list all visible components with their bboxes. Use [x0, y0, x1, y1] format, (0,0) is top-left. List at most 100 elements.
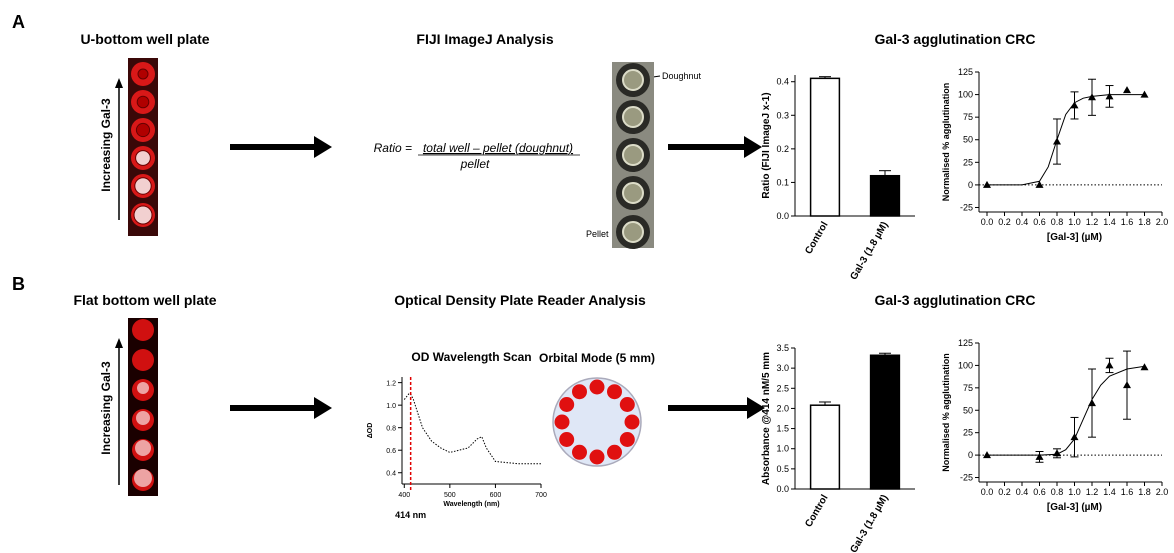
y-axis-label: Normalised % agglutination — [941, 353, 951, 472]
x-tick-label: 700 — [535, 492, 547, 499]
y-tick-label: 0.5 — [776, 464, 789, 474]
y-tick-label: 50 — [963, 405, 973, 415]
x-tick-label: 1.2 — [1086, 217, 1099, 227]
data-point — [1088, 93, 1096, 101]
y-tick-label: 0.8 — [386, 426, 396, 433]
y-tick-label: 1.2 — [386, 381, 396, 388]
y-tick-label: 0.4 — [386, 471, 396, 478]
x-tick-label: 0.4 — [1016, 487, 1029, 497]
x-tick-label: 1.8 — [1138, 217, 1151, 227]
bar — [809, 77, 841, 217]
formula-lhs: Ratio = — [374, 141, 412, 155]
plate-title: U-bottom well plate — [80, 31, 209, 47]
data-point — [1053, 449, 1061, 457]
x-axis-label: Wavelength (nm) — [443, 501, 499, 508]
x-tick-label: 0.0 — [981, 487, 994, 497]
x-tick-label: 1.2 — [1086, 487, 1099, 497]
well-pale — [137, 382, 149, 394]
y-tick-label: 0.2 — [776, 144, 789, 154]
flow-arrow-head — [314, 136, 332, 158]
category-label: Gal-3 (1.8 µM) — [848, 220, 890, 282]
orbital-spot — [559, 432, 575, 447]
x-tick-label: 1.6 — [1121, 217, 1134, 227]
y-tick-label: 75 — [963, 112, 973, 122]
well-ring — [622, 144, 644, 166]
data-point — [1105, 361, 1114, 369]
well-ring — [622, 221, 644, 243]
well-pellet — [133, 205, 153, 225]
y-tick-label: 1.0 — [386, 403, 396, 410]
x-tick-label: 400 — [398, 492, 410, 499]
flow-arrow-head — [747, 397, 765, 419]
orbital-spot — [607, 444, 622, 460]
data-point — [1140, 363, 1149, 371]
y-tick-label: 1.0 — [776, 444, 789, 454]
orbital-spot — [619, 432, 635, 447]
x-tick-label: 1.6 — [1121, 487, 1134, 497]
well — [132, 319, 154, 341]
x-tick-label: 0.8 — [1051, 487, 1064, 497]
y-tick-label: 0.1 — [776, 177, 789, 187]
data-point — [1053, 137, 1061, 145]
data-point — [983, 180, 991, 188]
y-tick-label: 0.0 — [776, 211, 789, 221]
well-pellet — [136, 95, 150, 109]
well-pale — [134, 469, 152, 487]
x-tick-label: 0.0 — [981, 217, 994, 227]
marker-label: 414 nm — [395, 510, 426, 520]
orbital-well — [552, 377, 642, 467]
callout: Doughnut — [662, 71, 702, 81]
x-tick-label: 0.6 — [1033, 487, 1046, 497]
y-axis-label: Absorbance @414 nM/5 mm — [761, 352, 772, 485]
fit-curve — [987, 94, 1145, 186]
x-tick-label: 0.2 — [998, 217, 1011, 227]
y-tick-label: 3.0 — [776, 363, 789, 373]
y-tick-label: 100 — [958, 90, 973, 100]
y-axis-label: ΔOD — [367, 423, 374, 439]
well-pellet — [135, 122, 151, 138]
y-tick-label: 50 — [963, 135, 973, 145]
bar — [809, 404, 841, 490]
category-label: Control — [803, 220, 830, 256]
bar — [869, 174, 901, 217]
well-pale — [135, 440, 151, 456]
formula-numerator: total well – pellet (doughnut) — [423, 141, 573, 155]
data-point — [1140, 90, 1149, 98]
x-tick-label: 0.6 — [1033, 217, 1046, 227]
panel-label: B — [12, 274, 25, 294]
category-label: Control — [803, 493, 830, 529]
x-axis-label: [Gal-3] (µM) — [1047, 232, 1102, 243]
x-tick-label: 1.8 — [1138, 487, 1151, 497]
well-pellet — [134, 177, 152, 195]
gradient-label: Increasing Gal-3 — [99, 98, 113, 192]
y-tick-label: 2.5 — [776, 383, 789, 393]
scan-line — [403, 393, 541, 465]
data-point — [1070, 101, 1079, 109]
orbital-spot — [619, 397, 635, 412]
x-tick-label: 0.4 — [1016, 217, 1029, 227]
y-tick-label: 100 — [958, 360, 973, 370]
crc-title: Gal-3 agglutination CRC — [875, 292, 1036, 308]
x-tick-label: 0.8 — [1051, 217, 1064, 227]
y-tick-label: 25 — [963, 428, 973, 438]
well-ring — [622, 182, 644, 204]
x-tick-label: 1.4 — [1103, 217, 1116, 227]
analysis-title: FIJI ImageJ Analysis — [416, 31, 553, 47]
plate-image — [128, 318, 158, 496]
data-point — [1105, 92, 1114, 100]
well-ring — [622, 106, 644, 128]
flow-arrow-head — [744, 136, 762, 158]
well — [132, 349, 154, 371]
chart-title: OD Wavelength Scan — [411, 350, 531, 364]
y-tick-label: 25 — [963, 157, 973, 167]
flow-arrow-head — [314, 397, 332, 419]
y-tick-label: 125 — [958, 67, 973, 77]
formula-denominator: pellet — [460, 157, 490, 171]
data-point — [983, 451, 991, 459]
y-tick-label: 0.6 — [386, 448, 396, 455]
analysis-title: Optical Density Plate Reader Analysis — [394, 292, 646, 308]
x-axis-label: [Gal-3] (µM) — [1047, 502, 1102, 513]
well-pellet — [135, 150, 151, 166]
y-tick-label: 0.0 — [776, 484, 789, 494]
